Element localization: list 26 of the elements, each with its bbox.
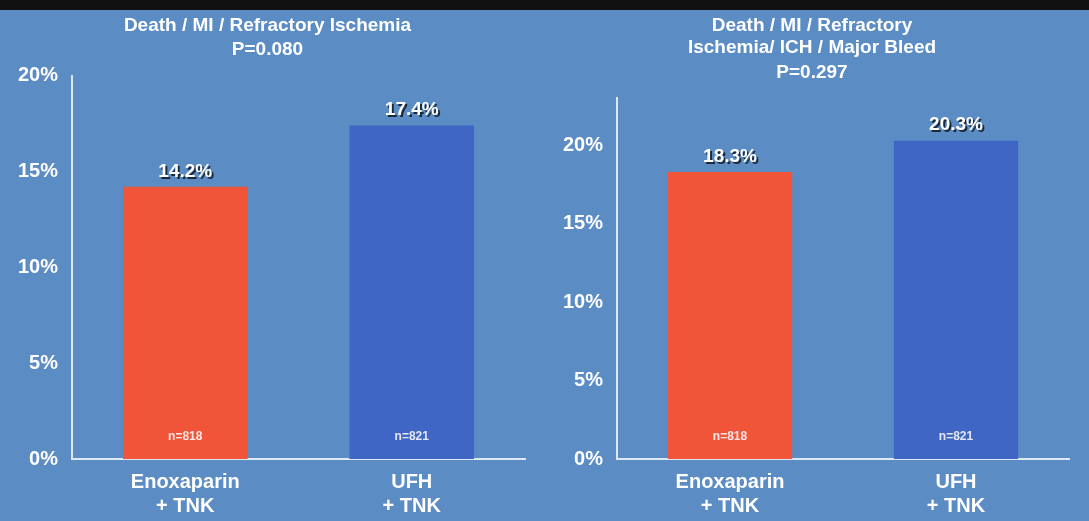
- y-tick-label: 10%: [18, 254, 59, 277]
- chart-subtitle: P=0.297: [776, 61, 848, 83]
- y-tick-label: 20%: [563, 132, 604, 155]
- chart-title: Death / MI / Refractory Ischemia/ ICH / Major Bleed: [687, 13, 937, 58]
- data-label: 20.3%: [929, 113, 984, 135]
- x-tick-label: UFH + TNK: [382, 469, 442, 516]
- annotation: n=818: [712, 429, 748, 444]
- data-label: 18.3%: [705, 146, 760, 168]
- y-tick-label: 0%: [574, 446, 604, 469]
- x-tick-label: Enoxaparin + TNK: [675, 469, 785, 516]
- annotation: n=821: [394, 429, 430, 444]
- y-tick-label: 15%: [18, 158, 59, 181]
- annotation: n=818: [168, 429, 203, 444]
- y-tick-label: 5%: [29, 350, 59, 373]
- chart-subtitle: P=0.080: [231, 38, 304, 60]
- y-tick-label: 15%: [563, 211, 604, 234]
- x-tick-label: Enoxaparin + TNK: [130, 469, 240, 516]
- y-tick-label: 20%: [18, 63, 59, 86]
- y-tick-label: 0%: [29, 446, 59, 469]
- data-label: 17.4%: [386, 100, 441, 122]
- annotation: n=821: [938, 429, 974, 444]
- y-tick-label: 5%: [574, 368, 604, 391]
- chart-title: Death / MI / Refractory Ischemia: [123, 13, 412, 35]
- x-tick-label: UFH + TNK: [926, 469, 986, 516]
- data-label: 14.2%: [160, 161, 215, 183]
- y-tick-label: 10%: [563, 289, 604, 312]
